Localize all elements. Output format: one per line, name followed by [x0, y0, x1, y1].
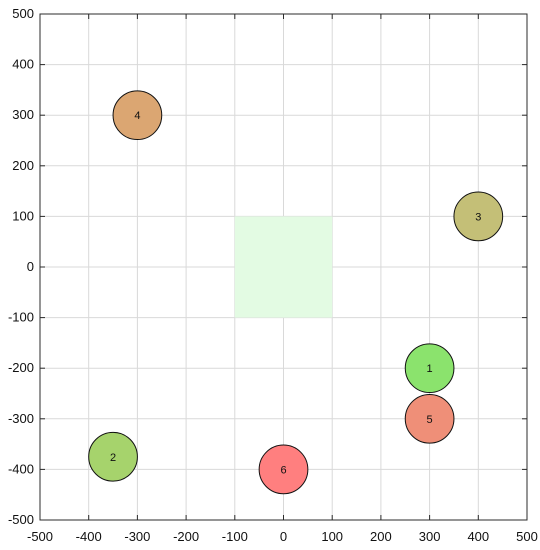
y-tick-label-4: -100: [8, 310, 34, 325]
x-tick-label-8: 300: [419, 529, 441, 544]
y-tick-label-9: 400: [12, 57, 34, 72]
plot-frame: [39, 13, 528, 521]
y-tick-label-7: 200: [12, 158, 34, 173]
point-circle-6: [258, 444, 309, 495]
y-tick-label-3: -200: [8, 360, 34, 375]
region-box: [234, 216, 333, 318]
point-label-4: 4: [134, 110, 140, 122]
y-tick-label-10: 500: [12, 6, 34, 21]
point-label-6: 6: [280, 464, 286, 476]
x-tick-label-7: 200: [370, 529, 392, 544]
y-tick-label-2: -300: [8, 411, 34, 426]
point-label-2: 2: [110, 452, 116, 464]
point-circle-2: [88, 431, 138, 482]
x-tick-label-3: -200: [173, 529, 199, 544]
y-tick-label-0: -500: [8, 512, 34, 527]
y-tick-label-6: 100: [12, 208, 34, 223]
point-label-5: 5: [427, 414, 433, 426]
point-label-3: 3: [475, 211, 481, 223]
x-tick-label-0: -500: [27, 529, 53, 544]
y-tick-label-1: -400: [8, 461, 34, 476]
data-points: 1 2 3 4 5 6: [88, 90, 504, 495]
x-tick-label-1: -400: [76, 529, 102, 544]
x-tick-label-6: 100: [321, 529, 343, 544]
x-tick-label-2: -300: [124, 529, 150, 544]
y-tick-label-5: 0: [27, 259, 34, 274]
point-circle-1: [404, 343, 455, 394]
x-tick-label-10: 500: [516, 529, 538, 544]
point-label-1: 1: [427, 363, 433, 375]
tick-labels: -500 -400 -300 -200 -100 0 100 200 300 400 500 -500…: [8, 6, 538, 544]
point-circle-3: [453, 191, 504, 242]
point-circle-5: [404, 393, 455, 444]
x-tick-label-5: 0: [280, 529, 287, 544]
point-circle-4: [112, 90, 163, 141]
y-tick-label-8: 300: [12, 107, 34, 122]
x-tick-label-4: -100: [222, 529, 248, 544]
center-region: [234, 216, 333, 318]
x-tick-label-9: 400: [467, 529, 489, 544]
